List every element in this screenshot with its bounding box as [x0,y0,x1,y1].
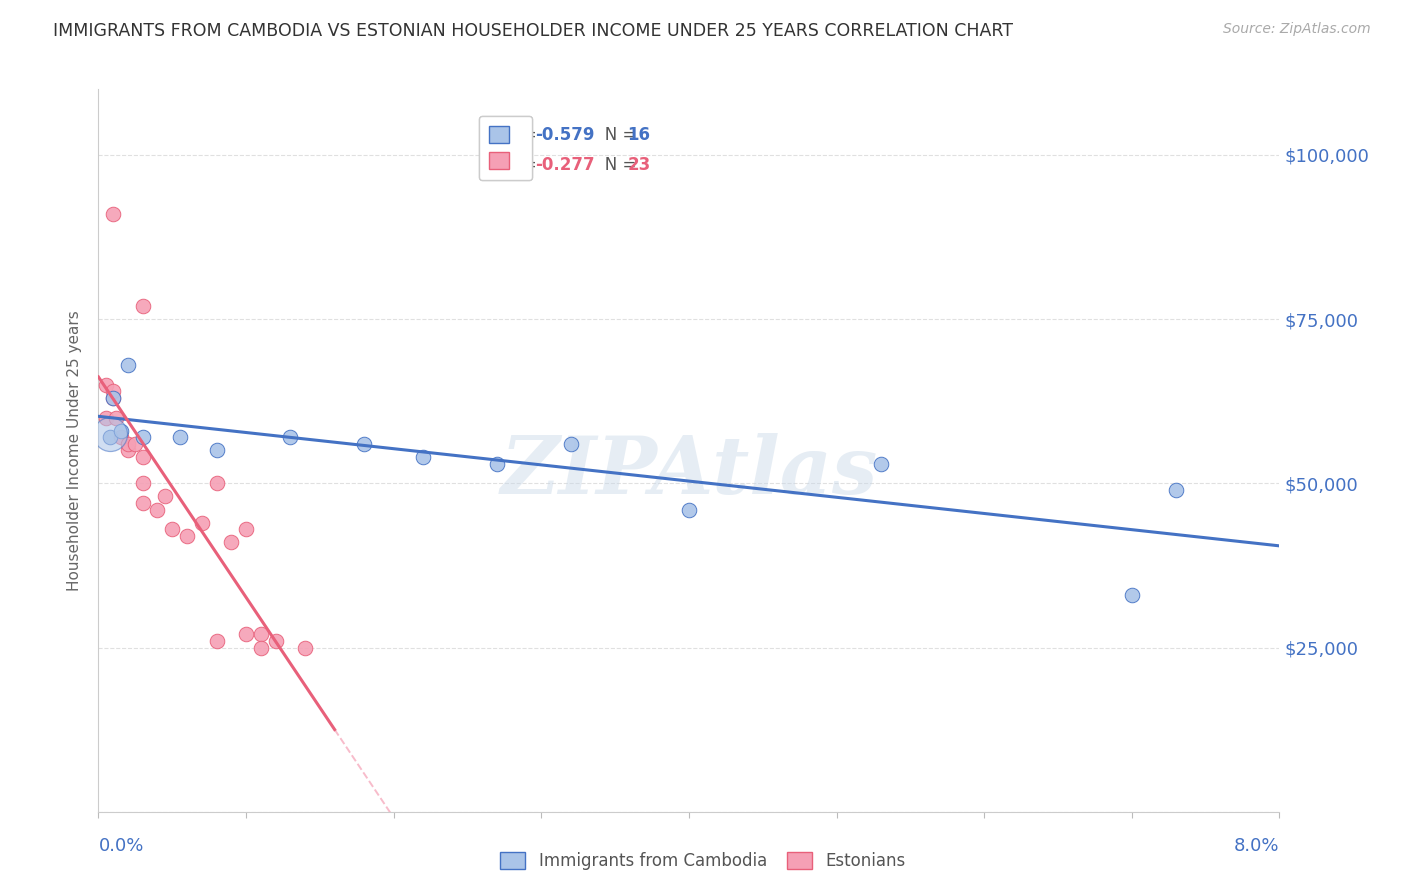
Point [94,377,117,392]
Point [353,437,375,451]
Point [103,207,125,221]
Point [132,299,155,313]
Point [98,430,121,444]
Point [162,522,183,536]
Text: -0.277: -0.277 [536,156,595,174]
Text: ZIPAtlas: ZIPAtlas [501,434,877,511]
Text: R =: R = [506,156,541,174]
Point [105,410,128,425]
Point [1121,588,1143,602]
Text: -0.579: -0.579 [536,127,595,145]
Point [205,476,228,491]
Point [98,427,121,442]
Legend: , : , [479,116,531,180]
Point [560,437,582,451]
Point [486,457,509,471]
Point [870,457,893,471]
Point [176,529,198,543]
Text: Source: ZipAtlas.com: Source: ZipAtlas.com [1223,22,1371,37]
Point [110,424,132,438]
Text: N =: N = [589,127,641,145]
Point [103,384,125,399]
Text: IMMIGRANTS FROM CAMBODIA VS ESTONIAN HOUSEHOLDER INCOME UNDER 25 YEARS CORRELATI: IMMIGRANTS FROM CAMBODIA VS ESTONIAN HOU… [53,22,1014,40]
Point [132,450,155,464]
Text: R =: R = [506,127,541,145]
Text: 8.0%: 8.0% [1234,838,1279,855]
Point [235,522,257,536]
Y-axis label: Householder Income Under 25 years: Householder Income Under 25 years [67,310,83,591]
Point [103,391,125,405]
Point [132,430,155,444]
Point [153,490,176,504]
Point [191,516,214,530]
Point [264,634,287,648]
Point [678,502,700,516]
Point [250,640,273,655]
Point [132,496,155,510]
Point [146,502,169,516]
Point [103,391,125,405]
Point [250,627,273,641]
Point [1166,483,1188,497]
Point [117,443,139,458]
Point [169,430,191,444]
Text: 0.0%: 0.0% [98,838,143,855]
Point [221,535,243,549]
Point [132,476,155,491]
Legend: Immigrants from Cambodia, Estonians: Immigrants from Cambodia, Estonians [494,845,912,877]
Text: 16: 16 [627,127,651,145]
Point [205,443,228,458]
Text: N =: N = [589,156,641,174]
Point [124,437,146,451]
Point [280,430,302,444]
Point [94,410,117,425]
Point [110,430,132,444]
Point [235,627,257,641]
Point [205,634,228,648]
Point [117,358,139,372]
Point [117,437,139,451]
Point [412,450,434,464]
Text: 23: 23 [627,156,651,174]
Point [294,640,316,655]
